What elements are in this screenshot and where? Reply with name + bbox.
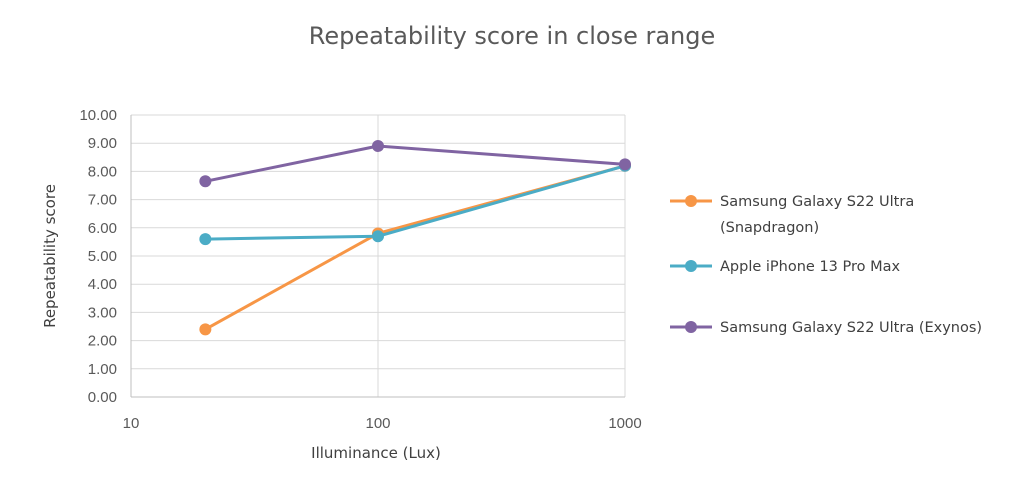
legend-label: (Snapdragon): [720, 220, 819, 236]
plot-area: [199, 140, 631, 336]
legend: Samsung Galaxy S22 Ultra (Snapdragon) Appl…: [670, 194, 982, 336]
data-point: [372, 230, 384, 243]
y-tick-label: 9.00: [88, 135, 117, 152]
series-3: [199, 140, 631, 188]
x-tick-label: 1000: [608, 415, 641, 432]
series-2: [199, 159, 631, 246]
grid: [131, 114, 626, 397]
data-point: [372, 140, 384, 153]
data-point: [199, 323, 212, 336]
series-line: [205, 144, 626, 183]
y-tick-label: 7.00: [88, 192, 117, 209]
y-tick-label: 2.00: [88, 333, 117, 350]
y-axis-label: Repeatability score: [41, 184, 59, 328]
x-tick-label: 10: [123, 415, 140, 432]
chart-title: Repeatability score in close range: [309, 22, 716, 50]
y-tick-label: 5.00: [88, 248, 117, 265]
data-point: [619, 158, 631, 171]
data-point: [199, 233, 212, 246]
y-tick-label: 3.00: [88, 304, 117, 321]
y-tick-label: 10.00: [79, 107, 117, 124]
legend-label: Samsung Galaxy S22 Ultra: [720, 194, 914, 210]
series-1: [199, 159, 631, 336]
legend-item-1: Samsung Galaxy S22 Ultra (Snapdragon): [670, 194, 914, 236]
legend-label: Apple iPhone 13 Pro Max: [720, 259, 901, 275]
axes: 0.00 1.00 2.00 3.00 4.00 5.00 6.00 7.00 8.00 9.00…: [79, 107, 641, 432]
y-tick-label: 8.00: [88, 163, 117, 180]
y-tick-label: 6.00: [88, 220, 117, 237]
x-tick-label: 100: [365, 415, 390, 432]
x-axis-label: Illuminance (Lux): [311, 444, 441, 462]
y-tick-label: 4.00: [88, 276, 117, 293]
legend-item-3: Samsung Galaxy S22 Ultra (Exynos): [670, 320, 982, 336]
legend-item-2: Apple iPhone 13 Pro Max: [670, 259, 901, 275]
legend-label: Samsung Galaxy S22 Ultra (Exynos): [720, 320, 982, 336]
data-point: [199, 175, 212, 188]
legend-swatch-marker: [685, 321, 697, 333]
y-tick-label: 1.00: [88, 361, 117, 378]
series-line: [204, 164, 626, 331]
legend-swatch-marker: [685, 260, 697, 272]
y-tick-label: 0.00: [88, 389, 117, 406]
legend-swatch-marker: [685, 195, 697, 207]
